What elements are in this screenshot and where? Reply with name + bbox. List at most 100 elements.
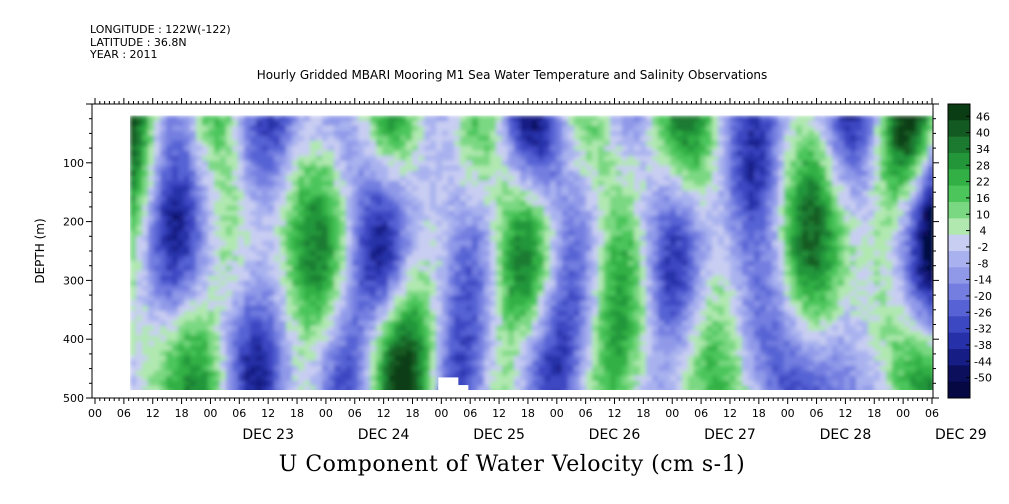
heatmap-cell xyxy=(244,380,251,387)
heatmap-cell xyxy=(604,370,611,377)
heatmap-cell xyxy=(346,165,353,172)
heatmap-cell xyxy=(598,270,605,277)
heatmap-cell xyxy=(292,215,299,222)
heatmap-cell xyxy=(196,330,203,337)
heatmap-cell xyxy=(448,180,455,187)
heatmap-cell xyxy=(502,350,509,357)
heatmap-cell xyxy=(598,190,605,197)
heatmap-cell xyxy=(586,360,593,367)
heatmap-cell xyxy=(388,325,395,332)
heatmap-cell xyxy=(280,185,287,192)
heatmap-cell xyxy=(610,200,617,207)
heatmap-cell xyxy=(526,265,533,272)
heatmap-cell xyxy=(628,200,635,207)
heatmap-cell xyxy=(232,315,239,322)
heatmap-cell xyxy=(532,370,539,377)
heatmap-cell xyxy=(358,380,365,387)
heatmap-cell xyxy=(334,265,341,272)
heatmap-cell xyxy=(388,285,395,292)
heatmap-cell xyxy=(484,135,491,142)
heatmap-cell xyxy=(406,380,413,387)
heatmap-cell xyxy=(250,220,257,227)
heatmap-cell xyxy=(508,160,515,167)
heatmap-cell xyxy=(604,345,611,352)
heatmap-cell xyxy=(466,235,473,242)
heatmap-cell xyxy=(658,255,665,262)
heatmap-cell xyxy=(178,305,185,312)
heatmap-cell xyxy=(148,385,155,390)
heatmap-cell xyxy=(460,200,467,207)
heatmap-cell xyxy=(640,195,647,202)
heatmap-cell xyxy=(340,375,347,382)
heatmap-cell xyxy=(268,265,275,272)
heatmap-cell xyxy=(604,180,611,187)
heatmap-cell xyxy=(466,320,473,327)
heatmap-cell xyxy=(562,205,569,212)
heatmap-cell xyxy=(280,375,287,382)
heatmap-cell xyxy=(658,125,665,132)
heatmap-cell xyxy=(256,145,263,152)
heatmap-cell xyxy=(364,165,371,172)
heatmap-cell xyxy=(322,320,329,327)
heatmap-cell xyxy=(574,300,581,307)
heatmap-cell xyxy=(316,355,323,362)
heatmap-cell xyxy=(538,355,545,362)
heatmap-cell xyxy=(646,265,653,272)
heatmap-cell xyxy=(592,290,599,297)
heatmap-cell xyxy=(472,295,479,302)
heatmap-cell xyxy=(616,320,623,327)
heatmap-cell xyxy=(178,225,185,232)
heatmap-cell xyxy=(586,391,593,397)
heatmap-cell xyxy=(664,150,671,157)
heatmap-cell xyxy=(502,360,509,367)
heatmap-cell xyxy=(370,315,377,322)
heatmap-cell xyxy=(256,215,263,222)
heatmap-cell xyxy=(610,205,617,212)
heatmap-cell xyxy=(226,305,233,312)
heatmap-cell xyxy=(274,210,281,217)
heatmap-cell xyxy=(154,360,161,367)
heatmap-cell xyxy=(298,355,305,362)
heatmap-cell xyxy=(508,350,515,357)
heatmap-cell xyxy=(442,235,449,242)
heatmap-cell xyxy=(202,335,209,342)
heatmap-cell xyxy=(274,140,281,147)
heatmap-cell xyxy=(316,115,323,122)
heatmap-cell xyxy=(508,260,515,267)
heatmap-cell xyxy=(166,115,173,122)
heatmap-cell xyxy=(442,270,449,277)
heatmap-cell xyxy=(238,285,245,292)
heatmap-cell xyxy=(196,355,203,362)
heatmap-cell xyxy=(640,360,647,367)
heatmap-cell xyxy=(262,210,269,217)
heatmap-cell xyxy=(454,330,461,337)
heatmap-cell xyxy=(304,160,311,167)
heatmap-cell xyxy=(496,165,503,172)
heatmap-cell xyxy=(544,265,551,272)
heatmap-cell xyxy=(580,140,587,147)
heatmap-cell xyxy=(244,370,251,377)
heatmap-cell xyxy=(424,230,431,237)
heatmap-cell xyxy=(490,270,497,277)
heatmap-cell xyxy=(292,140,299,147)
heatmap-cell xyxy=(166,225,173,232)
heatmap-cell xyxy=(220,305,227,312)
heatmap-cell xyxy=(238,140,245,147)
heatmap-cell xyxy=(520,120,527,127)
heatmap-cell xyxy=(520,380,527,387)
heatmap-cell xyxy=(622,225,629,232)
heatmap-cell xyxy=(586,280,593,287)
heatmap-cell xyxy=(616,330,623,337)
heatmap-cell xyxy=(604,275,611,282)
heatmap-cell xyxy=(454,160,461,167)
heatmap-cell xyxy=(322,135,329,142)
heatmap-cell xyxy=(190,230,197,237)
heatmap-cell xyxy=(562,170,569,177)
heatmap-cell xyxy=(178,180,185,187)
heatmap-cell xyxy=(256,195,263,202)
heatmap-cell xyxy=(418,345,425,352)
heatmap-cell xyxy=(214,320,221,327)
heatmap-cell xyxy=(370,330,377,337)
heatmap-cell xyxy=(502,205,509,212)
heatmap-cell xyxy=(256,265,263,272)
